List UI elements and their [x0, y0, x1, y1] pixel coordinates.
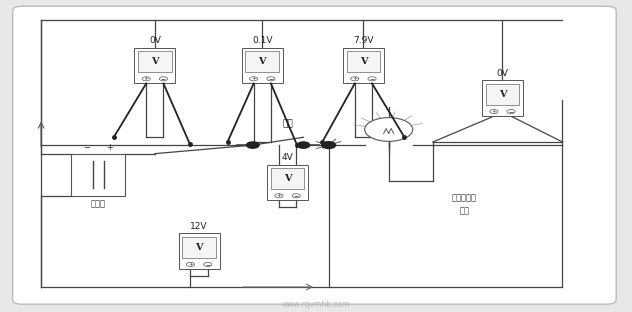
Text: +: + — [143, 76, 149, 81]
Text: +: + — [188, 262, 193, 267]
Circle shape — [490, 110, 498, 114]
Circle shape — [368, 77, 376, 81]
FancyBboxPatch shape — [241, 47, 283, 83]
Text: +: + — [106, 143, 113, 152]
Circle shape — [246, 142, 259, 148]
Circle shape — [186, 262, 195, 266]
Circle shape — [275, 194, 283, 198]
Text: +: + — [491, 109, 497, 114]
Text: −: − — [369, 76, 375, 81]
Text: V: V — [195, 243, 203, 252]
Text: −: − — [205, 262, 210, 267]
Text: 蓄电池: 蓄电池 — [90, 199, 106, 208]
FancyBboxPatch shape — [343, 47, 384, 83]
Circle shape — [322, 142, 336, 149]
Circle shape — [365, 118, 413, 141]
Text: +: + — [276, 193, 282, 198]
FancyBboxPatch shape — [346, 51, 380, 72]
FancyBboxPatch shape — [245, 51, 279, 72]
Text: 开关: 开关 — [282, 119, 293, 128]
Text: −: − — [268, 76, 274, 81]
Text: V: V — [258, 57, 266, 66]
FancyBboxPatch shape — [138, 51, 172, 72]
FancyBboxPatch shape — [13, 6, 616, 304]
FancyBboxPatch shape — [182, 237, 216, 258]
Text: V: V — [499, 90, 506, 99]
FancyBboxPatch shape — [270, 168, 305, 189]
FancyBboxPatch shape — [485, 84, 520, 105]
Text: +: + — [251, 76, 257, 81]
Text: 产生高阻的
连接: 产生高阻的 连接 — [452, 193, 477, 216]
Circle shape — [142, 77, 150, 81]
Text: 4V: 4V — [282, 153, 293, 162]
Text: 7.9V: 7.9V — [353, 36, 374, 45]
FancyBboxPatch shape — [134, 47, 175, 83]
Text: 0V: 0V — [149, 36, 161, 45]
Text: 0V: 0V — [497, 69, 508, 78]
Text: V: V — [284, 174, 291, 183]
Text: 0.1V: 0.1V — [252, 36, 272, 45]
FancyBboxPatch shape — [482, 80, 523, 116]
Circle shape — [204, 262, 212, 266]
Circle shape — [159, 77, 167, 81]
Text: −: − — [83, 143, 90, 152]
Text: −: − — [508, 109, 514, 114]
Text: V: V — [151, 57, 159, 66]
Text: www.rqvmhb.com: www.rqvmhb.com — [282, 300, 350, 309]
FancyBboxPatch shape — [71, 154, 125, 196]
Circle shape — [250, 77, 258, 81]
FancyBboxPatch shape — [267, 165, 308, 201]
Circle shape — [351, 77, 359, 81]
Text: +: + — [352, 76, 358, 81]
Circle shape — [507, 110, 515, 114]
Text: 12V: 12V — [190, 222, 208, 231]
Circle shape — [292, 194, 300, 198]
FancyBboxPatch shape — [178, 233, 220, 269]
Text: −: − — [293, 193, 299, 198]
Text: −: − — [161, 76, 166, 81]
Circle shape — [297, 142, 310, 148]
Circle shape — [267, 77, 275, 81]
Text: V: V — [360, 57, 367, 66]
